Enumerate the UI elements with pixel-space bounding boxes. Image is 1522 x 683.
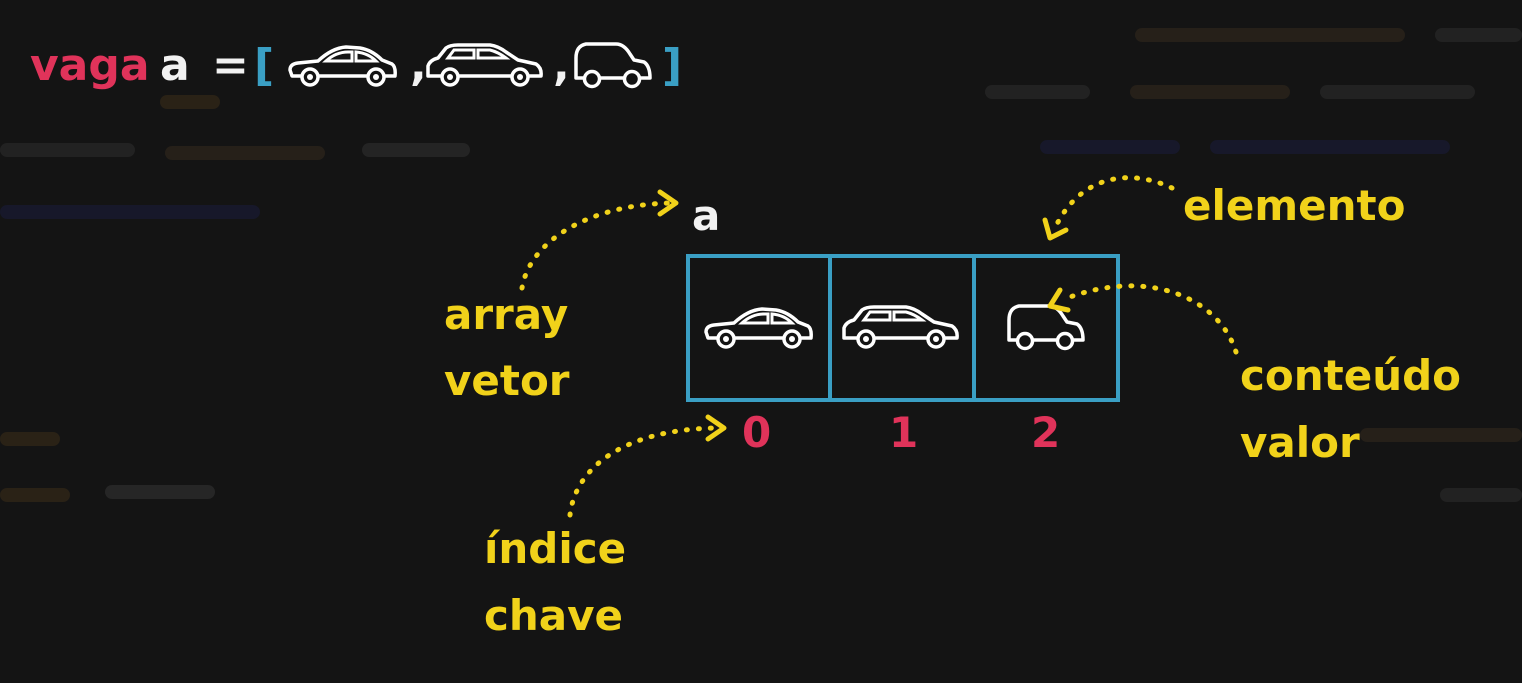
label-vetor: vetor — [444, 356, 570, 405]
label-conteudo: conteúdo — [1240, 351, 1462, 400]
arrowhead-elemento — [1042, 217, 1069, 241]
comma-1: , — [410, 40, 427, 91]
label-valor: valor — [1240, 418, 1360, 467]
keyword-vaga: vaga — [30, 40, 150, 91]
sedan-car-icon — [288, 45, 397, 87]
hatchback-car-icon — [842, 305, 959, 349]
label-array: array — [444, 290, 569, 339]
small-car-icon — [1007, 304, 1085, 351]
small-car-icon — [574, 42, 652, 89]
label-chave: chave — [484, 591, 624, 640]
index-1: 1 — [889, 408, 919, 457]
arrowhead-conteudo — [1047, 287, 1071, 313]
sedan-car-icon — [704, 307, 813, 349]
open-bracket: [ — [254, 40, 275, 91]
comma-2: , — [553, 40, 570, 91]
label-elemento: elemento — [1183, 181, 1406, 230]
arrow-conteudo-to-car — [1059, 283, 1239, 355]
arrow-array-to-name — [519, 200, 673, 291]
arrowhead-indice — [705, 414, 727, 442]
label-indice: índice — [484, 524, 627, 573]
array-name: a — [692, 191, 721, 240]
index-2: 2 — [1031, 408, 1061, 457]
arrow-elemento-to-cell — [1052, 175, 1175, 231]
arrowhead-array — [657, 189, 679, 217]
equals-sign: = — [212, 40, 249, 91]
close-bracket: ] — [662, 40, 683, 91]
hatchback-car-icon — [426, 43, 543, 87]
arrow-indice-to-index — [567, 425, 718, 518]
index-0: 0 — [742, 408, 772, 457]
array-cell-2 — [972, 254, 1120, 402]
variable-a: a — [160, 40, 190, 91]
